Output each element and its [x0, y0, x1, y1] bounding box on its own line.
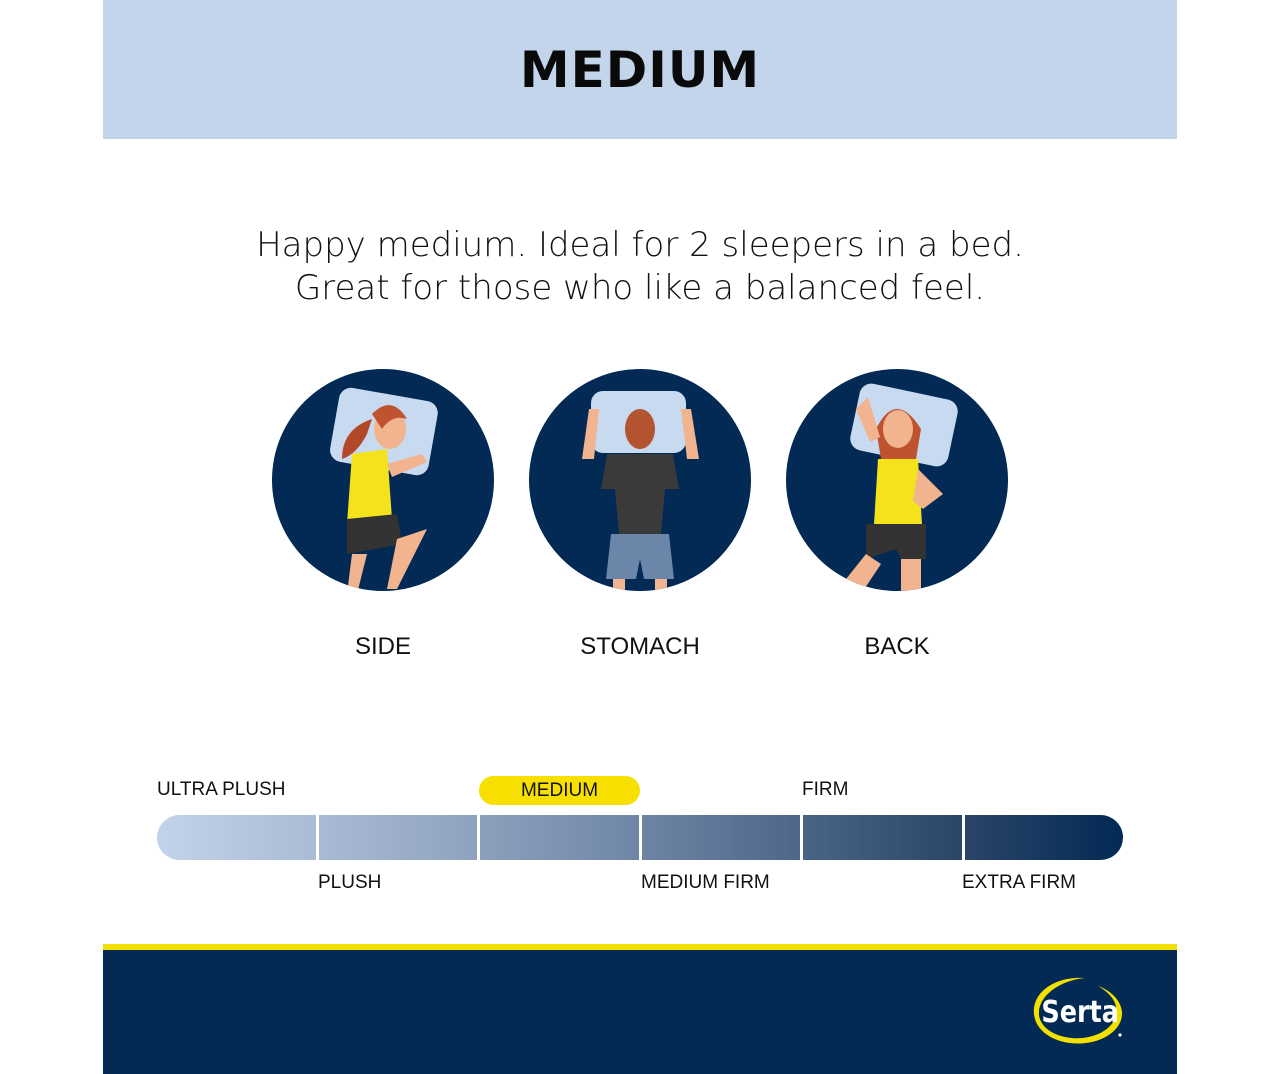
- sleep-position-side: SIDE: [272, 369, 494, 661]
- scale-segment-medium-firm: [641, 815, 803, 860]
- scale-segment-firm: [803, 815, 965, 860]
- page-title: MEDIUM: [519, 40, 761, 99]
- side-sleeper-icon: [272, 369, 494, 591]
- scale-label-firm: FIRM: [802, 779, 849, 800]
- footer-banner: [103, 950, 1177, 1074]
- serta-logo: Serta: [1030, 972, 1130, 1057]
- scale-label-plush: PLUSH: [318, 872, 382, 893]
- back-sleeper-icon: [786, 369, 1008, 591]
- svg-text:Serta: Serta: [1041, 994, 1119, 1030]
- scale-segment-ultra-plush: [157, 815, 319, 860]
- scale-label-extra-firm: EXTRA FIRM: [962, 872, 1077, 893]
- scale-label-ultra-plush: ULTRA PLUSH: [157, 779, 286, 800]
- scale-segment-medium: [480, 815, 642, 860]
- stomach-sleeper-icon: [529, 369, 751, 591]
- position-label: BACK: [864, 633, 930, 660]
- sleep-position-back: BACK: [786, 369, 1008, 661]
- header-banner: MEDIUM: [103, 0, 1177, 139]
- footer-accent-line: [103, 944, 1177, 950]
- scale-label-medium-selected: MEDIUM: [479, 776, 640, 805]
- scale-segment-plush: [318, 815, 480, 860]
- firmness-scale-bar: [157, 815, 1123, 860]
- tagline-line-1: Happy medium. Ideal for 2 sleepers in a …: [256, 225, 1024, 265]
- tagline-line-2: Great for those who like a balanced feel…: [294, 268, 986, 308]
- tagline: Happy medium. Ideal for 2 sleepers in a …: [103, 224, 1177, 310]
- scale-segment-extra-firm: [964, 815, 1123, 860]
- scale-label-medium-firm: MEDIUM FIRM: [641, 872, 770, 893]
- position-label: STOMACH: [580, 633, 700, 660]
- sleep-position-stomach: STOMACH: [529, 369, 751, 661]
- position-label: SIDE: [354, 633, 411, 660]
